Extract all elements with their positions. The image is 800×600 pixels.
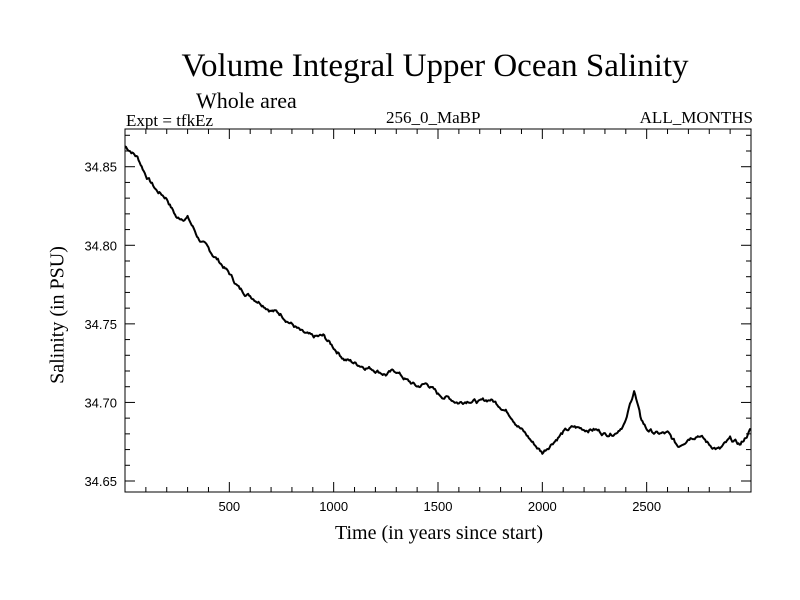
run-label: 256_0_MaBP xyxy=(386,108,481,127)
y-tick-label: 34.75 xyxy=(84,317,117,332)
tick-labels: 500 1000 1500 2000 2500 34.65 34.70 34.75 34.80 3… xyxy=(84,160,661,514)
y-tick-label: 34.70 xyxy=(84,395,117,410)
x-tick-label: 500 xyxy=(218,499,240,514)
y-tick-label: 34.85 xyxy=(84,160,117,175)
plot-frame xyxy=(124,128,752,493)
x-tick-label: 1500 xyxy=(424,499,453,514)
x-tick-label: 2500 xyxy=(632,499,661,514)
axis-ticks xyxy=(125,129,751,492)
y-tick-label: 34.65 xyxy=(84,474,117,489)
chart-subtitle: Whole area xyxy=(196,88,297,113)
x-tick-label: 2000 xyxy=(528,499,557,514)
chart-title: Volume Integral Upper Ocean Salinity xyxy=(181,48,689,84)
y-axis-label: Salinity (in PSU) xyxy=(46,246,69,384)
x-axis-label: Time (in years since start) xyxy=(334,522,544,544)
months-label: ALL_MONTHS xyxy=(639,108,753,127)
y-tick-label: 34.80 xyxy=(84,238,117,253)
experiment-label: Expt = tfkEz xyxy=(126,111,214,130)
salinity-series-line xyxy=(124,145,751,455)
x-tick-label: 1000 xyxy=(319,499,348,514)
